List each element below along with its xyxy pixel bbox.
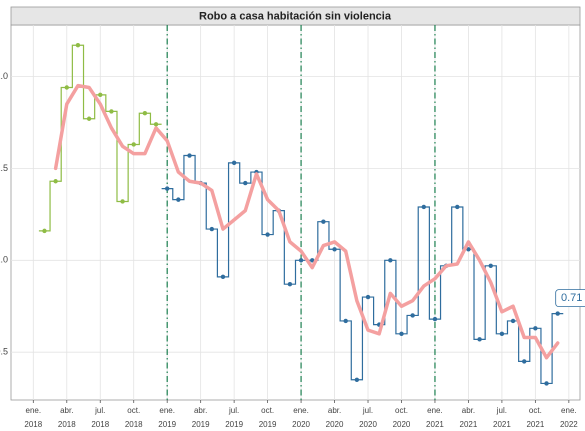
plot-layer: 0.5 1.0 1.5 2.0 ene. 2018 abr. 2018 jul. 2018 oct.… [0, 25, 585, 429]
x-tick-label: ene. [26, 406, 42, 415]
chart-title: Robo a casa habitación sin violencia [199, 10, 392, 22]
x-tick-label: 2022 [560, 420, 578, 429]
panel [10, 24, 581, 401]
x-tick-label: jul. [496, 406, 507, 415]
point [42, 228, 47, 234]
x-tick-label: abr. [60, 406, 73, 415]
point [388, 258, 393, 263]
x-tick-label: 2021 [426, 420, 444, 429]
point [220, 274, 226, 280]
point [243, 180, 248, 186]
point [187, 153, 192, 158]
x-tick-label: abr. [462, 406, 475, 415]
y-tick-label: 2.0 [0, 71, 8, 81]
y-tick-label: 1.5 [0, 163, 8, 173]
x-tick-label: 2018 [125, 420, 143, 429]
x-tick-label: 2020 [393, 420, 411, 429]
value-label: 0.71 [561, 292, 582, 304]
point [298, 258, 304, 263]
x-tick-label: abr. [194, 406, 207, 415]
point [533, 326, 538, 331]
x-tick-label: 2019 [225, 420, 243, 429]
x-tick-label: 2020 [326, 420, 344, 429]
point [432, 316, 438, 322]
point [53, 179, 58, 184]
point [209, 226, 215, 232]
point [354, 377, 360, 382]
x-tick-label: oct. [529, 406, 542, 415]
point [477, 337, 482, 342]
point [343, 318, 348, 324]
x-tick-label: oct. [261, 406, 274, 415]
point [522, 359, 527, 364]
point [488, 263, 493, 269]
point [265, 232, 270, 237]
x-tick-label: jul. [362, 406, 373, 415]
point [544, 381, 549, 386]
title-strip [10, 6, 581, 26]
point [164, 186, 170, 191]
step-line [161, 154, 564, 385]
point [321, 219, 326, 224]
x-tick-label: 2020 [359, 420, 377, 429]
y-tick-label: 1.0 [0, 255, 8, 265]
point [466, 247, 471, 252]
x-tick-label: 2021 [460, 420, 478, 429]
x-tick-label: 2018 [91, 420, 109, 429]
x-tick-label: 2019 [259, 420, 277, 429]
point [109, 109, 114, 114]
point [365, 294, 371, 300]
point [231, 160, 237, 166]
x-tick-label: 2019 [158, 420, 176, 429]
y-tick-label: 0.5 [0, 347, 8, 357]
point [98, 92, 103, 98]
x-tick-label: 2021 [526, 420, 544, 429]
point [64, 85, 69, 90]
point [153, 122, 159, 127]
x-tick-label: abr. [328, 406, 341, 415]
point [455, 204, 460, 210]
point [499, 331, 505, 337]
x-tick-label: jul. [228, 406, 239, 415]
x-tick-label: ene. [561, 406, 577, 415]
point [142, 111, 148, 116]
point [310, 258, 315, 263]
x-tick-label: oct. [127, 406, 140, 415]
x-tick-label: jul. [94, 406, 105, 415]
point [75, 43, 81, 48]
point [287, 281, 293, 287]
point [410, 313, 415, 318]
x-tick-label: ene. [427, 406, 443, 415]
point [510, 318, 516, 324]
point [131, 142, 136, 147]
x-tick-label: 2019 [192, 420, 210, 429]
x-tick-label: 2020 [292, 420, 310, 429]
x-tick-label: 2021 [493, 420, 511, 429]
point [86, 116, 92, 121]
point [176, 197, 181, 202]
x-tick-label: oct. [395, 406, 408, 415]
point [399, 331, 404, 337]
point [120, 199, 125, 204]
x-tick-label: 2018 [58, 420, 76, 429]
x-tick-label: ene. [293, 406, 309, 415]
point [332, 247, 337, 252]
value-label-box [555, 289, 585, 308]
x-tick-label: ene. [159, 406, 175, 415]
x-tick-label: 2018 [24, 420, 42, 429]
point [421, 204, 427, 210]
point [555, 311, 560, 316]
trend-line [53, 83, 560, 360]
